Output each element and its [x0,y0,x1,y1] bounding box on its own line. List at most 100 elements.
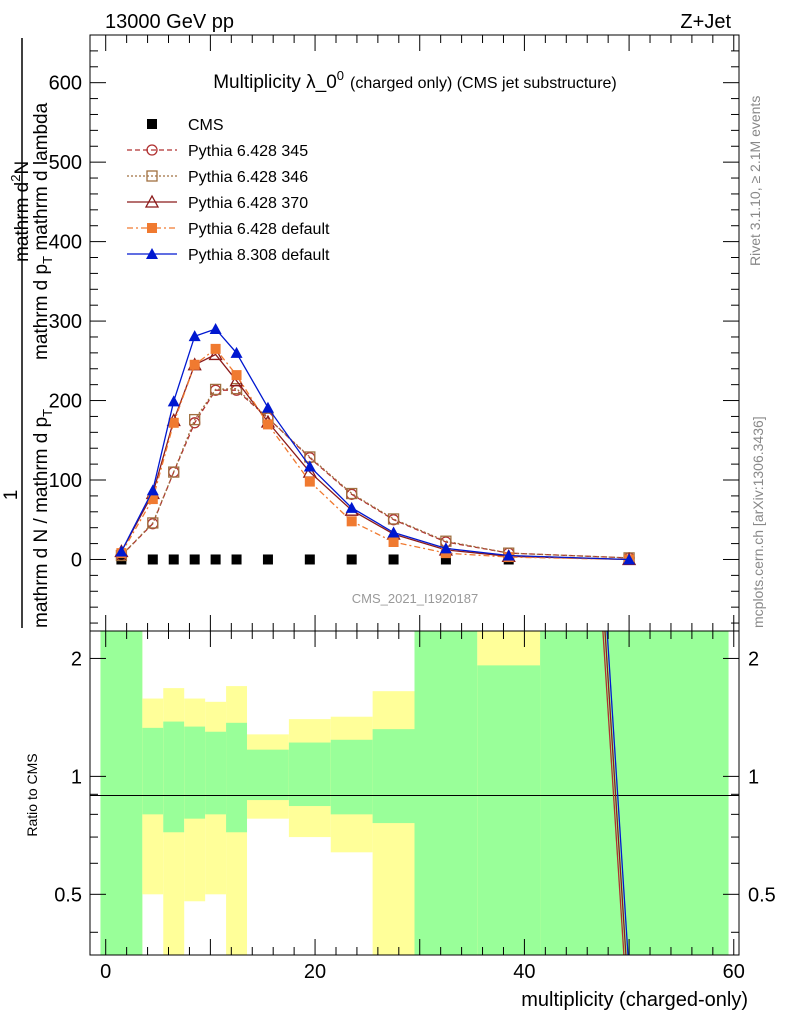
ratio-ytick-label: 2 [71,648,82,670]
band-green [330,739,373,815]
ratio-ytick-label-right: 0.5 [748,884,776,906]
band-green [226,722,248,833]
data-point [388,536,399,547]
legend-marker [146,144,158,156]
data-point [231,554,242,565]
ratio-line [604,630,627,956]
main-ticks: 0 100 200 300 400 500 600 [49,35,739,631]
ratio-panel: 0.5 0.51 12 20 20 40 60 Ratio to CMS multiplic… [24,630,776,1011]
ylabel-left-sub: T [40,409,55,417]
ratio-ytick-label: 0.5 [54,884,82,906]
band-green [163,721,185,833]
legend-label: Pythia 6.428 346 [188,169,308,186]
ylabel-right-numerator-tail: N [12,161,33,175]
ratio-lines [602,630,629,956]
ratio-xtick-label: 60 [723,961,745,983]
data-point [147,554,158,565]
data-point [231,370,242,381]
header-left: 13000 GeV pp [105,11,234,33]
ratio-ylabel: Ratio to CMS [24,753,40,836]
ylabel-right-denominator-tail: mathrm d lambda [31,102,52,256]
data-point [209,323,222,335]
legend-label: Pythia 8.308 default [188,247,330,264]
main-ytick-label: 600 [49,73,82,95]
main-title: Multiplicity λ_00 (charged only) (CMS jet… [213,68,617,93]
data-point [188,330,201,342]
ylabel-right-num: mathrm d2N [8,161,33,262]
series-line [120,353,630,561]
data-point [230,346,243,358]
series-line [120,347,630,561]
ratio-xtick-label: 20 [304,961,326,983]
main-series [114,323,637,566]
data-point [387,513,400,525]
data-point [210,343,221,354]
data-point [346,516,357,527]
main-ytick-label: 0 [71,549,82,571]
band-green [247,749,289,801]
main-title-tail: (charged only) (CMS jet substructure) [350,75,617,92]
data-point [304,554,315,565]
data-point [387,526,400,538]
main-ytick-label: 300 [49,311,82,333]
data-point [146,484,159,496]
legend: CMS Pythia 6.428 345 Pythia 6.428 346 Pythi… [127,117,330,264]
band-green [288,742,331,807]
band-green [372,729,415,824]
ylabel-right-denominator: mathrm d p [31,264,52,360]
ratio-line [602,630,625,956]
data-point [168,554,179,565]
ratio-ticks: 0.5 0.51 12 20 20 40 60 [54,631,776,983]
ratio-bands [100,631,729,955]
data-point [303,460,316,472]
data-point [209,383,222,396]
band-green [477,665,541,955]
legend-marker [144,194,160,208]
data-point [210,554,221,565]
data-point [304,476,315,487]
data-point [115,545,128,557]
data-point [388,554,399,565]
data-point [189,413,201,426]
data-point [168,466,180,478]
legend-marker [146,248,158,259]
band-green [414,631,478,955]
legend-marker [146,170,158,182]
ratio-ytick-label-right: 2 [748,648,759,670]
x-axis-label: multiplicity (charged-only) [521,989,748,1011]
ylabel-left: mathrm d N / mathrm d pT [31,409,55,628]
main-title-sup: 0 [337,68,344,83]
legend-label: Pythia 6.428 default [188,221,330,238]
legend-label: Pythia 6.428 345 [188,143,308,160]
legend-label: CMS [188,117,224,134]
band-green [184,726,206,819]
ylabel-right-den: mathrm d pT mathrm d lambda [31,102,55,360]
data-point [262,419,273,430]
data-point [345,501,358,513]
legend-label: Pythia 6.428 370 [188,195,308,212]
data-point [147,494,158,505]
data-point [168,417,179,428]
ylabel-left-denominator: mathrm d N / mathrm d p [31,417,52,628]
ylabel-right-numerator: mathrm d [12,182,33,262]
ratio-xtick-label: 40 [513,961,535,983]
data-point [230,382,243,395]
data-point [116,554,127,565]
main-ylabel: 1 mathrm d N / mathrm d pT mathrm d2N ma… [1,38,55,628]
data-point [208,347,223,361]
main-ytick-label: 100 [49,470,82,492]
band-green [205,731,227,815]
data-point [439,542,452,554]
ylabel-lead: 1 [1,490,22,501]
data-point [502,549,515,561]
ylabel-right-sup: 2 [8,175,23,182]
watermark: CMS_2021_I1920187 [352,591,479,606]
legend-marker [147,223,157,233]
main-title-main: Multiplicity λ_0 [213,72,337,93]
data-point [623,553,636,565]
mcplots-label: mcplots.cern.ch [arXiv:1306.3436] [750,416,766,628]
data-point [147,517,159,529]
main-ytick-label: 500 [49,152,82,174]
